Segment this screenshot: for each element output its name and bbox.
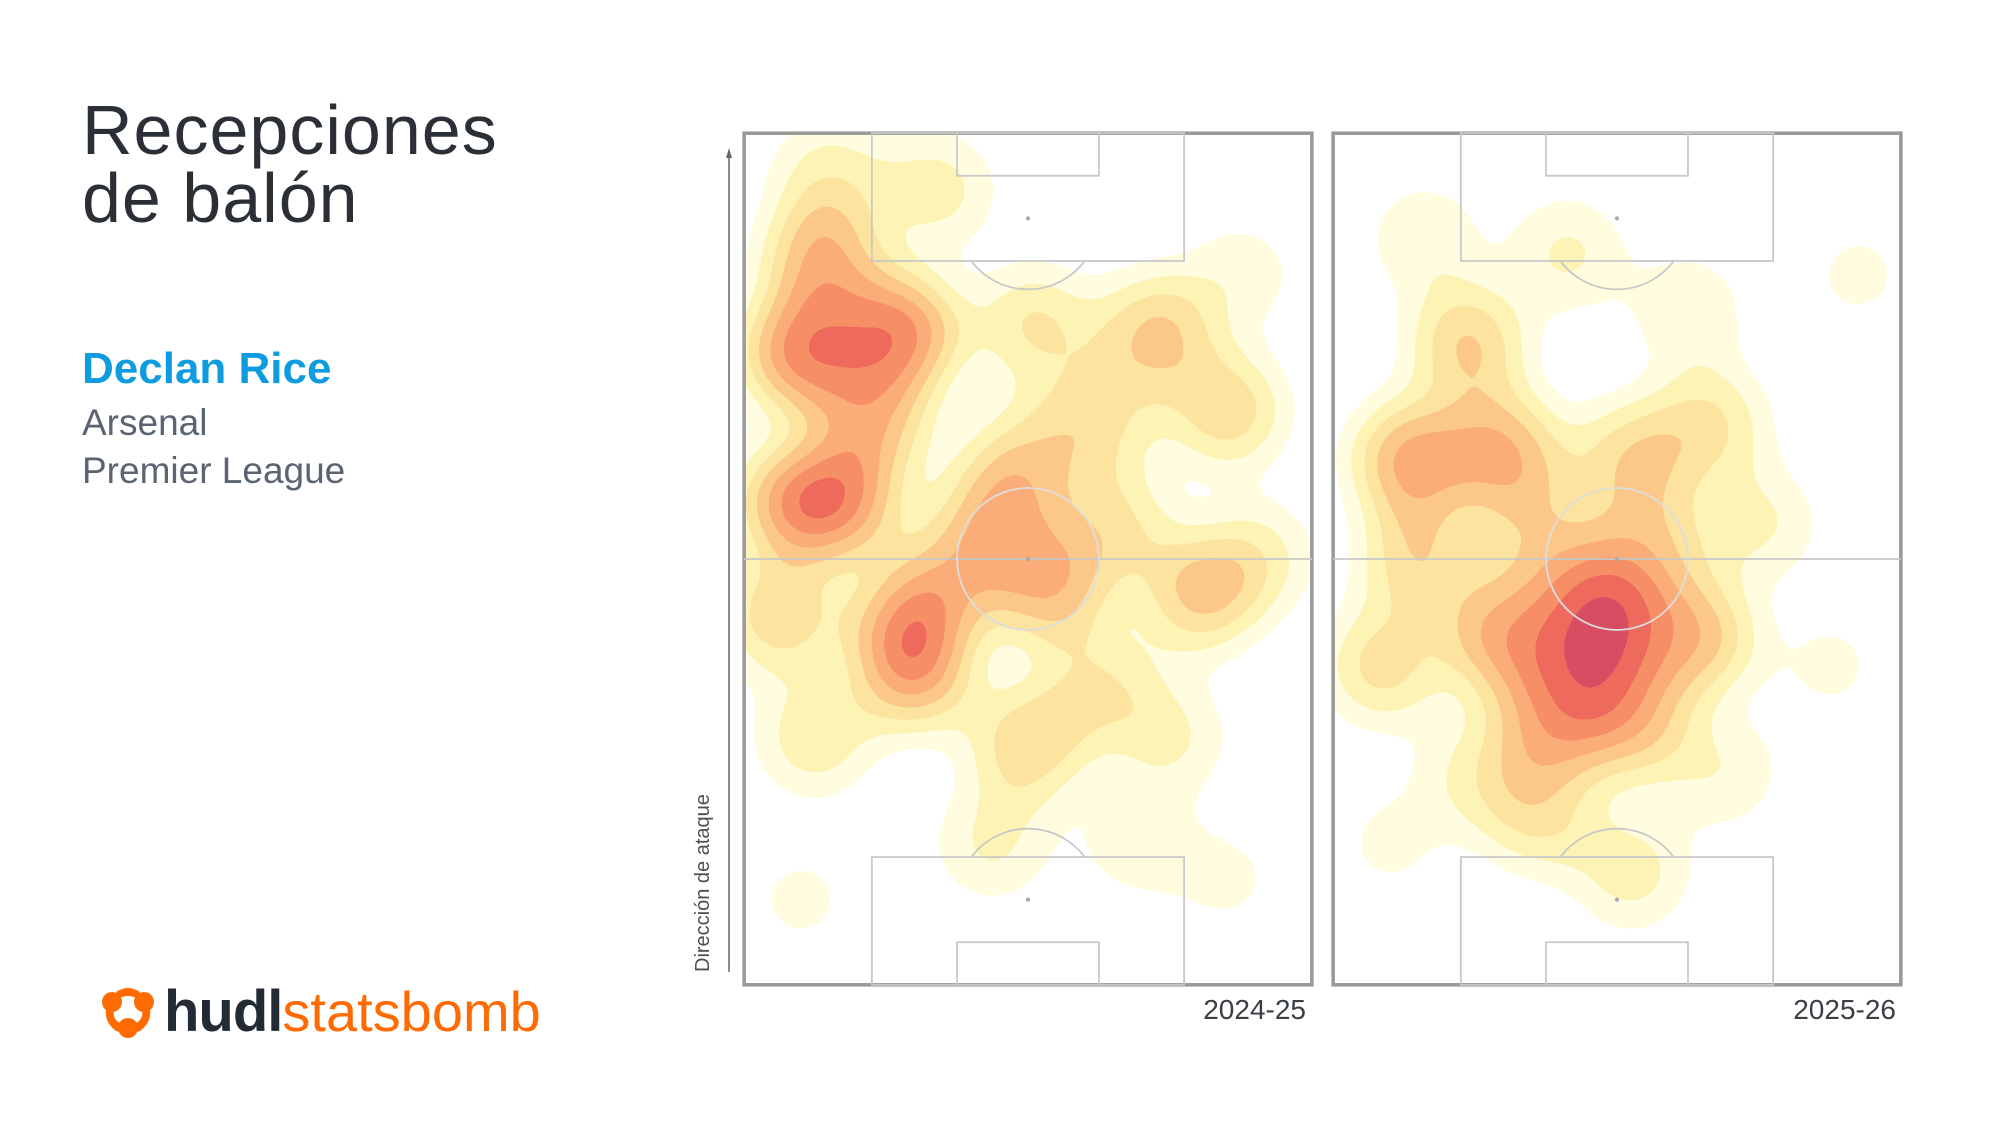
- pitch-spot: [1614, 897, 1620, 902]
- heatmap-hotspot: [1705, 470, 1813, 577]
- heatmap-pitch-2025-26: [1331, 131, 1903, 987]
- attack-direction-arrow: [726, 148, 732, 972]
- heatmap-hotspot: [939, 789, 1046, 897]
- penalty-arc-top: [1559, 260, 1675, 291]
- penalty-arc-bottom: [970, 827, 1086, 858]
- six-yard-box-top: [956, 132, 1100, 177]
- competition-name: Premier League: [82, 450, 346, 491]
- six-yard-box-top: [1545, 132, 1689, 177]
- heatmap-hotspot: [1641, 583, 1749, 691]
- heatmap-hotspot: [1116, 683, 1224, 790]
- six-yard-box-bottom: [956, 941, 1100, 986]
- heatmap-layer: [742, 130, 1309, 953]
- pitch-spot: [1614, 556, 1620, 562]
- heatmap-hotspot: [1776, 612, 1884, 719]
- heatmap-hotspot: [790, 449, 897, 556]
- heatmap-hotspot: [747, 846, 855, 953]
- penalty-arc-top: [970, 260, 1086, 291]
- heatmap-hotspot: [1336, 789, 1444, 897]
- heatmap-hotspot: [1450, 399, 1557, 506]
- heatmap-hotspot: [1045, 363, 1153, 471]
- heatmap-hotspot: [818, 363, 926, 471]
- hudl-logo-icon: [102, 987, 154, 1038]
- season-label-2024-25: 2024-25: [1203, 994, 1306, 1025]
- heatmap-hotspot: [882, 136, 989, 244]
- heatmap-hotspot: [974, 690, 1082, 797]
- heatmap-hotspot: [1081, 789, 1188, 897]
- heatmap-hotspot: [1102, 278, 1209, 386]
- penalty-arc-bottom: [1559, 827, 1675, 858]
- team-name: Arsenal: [82, 402, 208, 443]
- season-label-2025-26: 2025-26: [1793, 994, 1896, 1025]
- heatmap-hotspot: [1670, 718, 1777, 826]
- heatmap-pitch-2024-25: [742, 130, 1314, 987]
- pitch-spot: [1025, 556, 1031, 562]
- hudl-statsbomb-logo: hudl statsbomb: [100, 978, 541, 1045]
- heatmap-layer: [1331, 186, 1903, 925]
- heatmap-hotspot: [1514, 200, 1621, 308]
- heatmap-hotspot: [1173, 356, 1280, 464]
- heatmap-hotspot: [1499, 669, 1607, 776]
- heatmap-hotspot: [1577, 818, 1685, 925]
- heatmap-hotspot: [1656, 370, 1763, 478]
- center-circle: [956, 487, 1100, 631]
- heatmap-hotspot: [747, 299, 855, 407]
- attack-direction-label: Dirección de ataque: [692, 794, 714, 972]
- pitch-spot: [1025, 216, 1031, 221]
- heatmap-hotspot: [1173, 825, 1280, 932]
- title-line-2: de balón: [82, 159, 359, 237]
- heatmap-hotspot: [1357, 406, 1465, 513]
- heatmap-hotspot: [1634, 257, 1742, 364]
- heatmap-hotspot: [1414, 292, 1522, 400]
- heatmap-hotspot: [1372, 186, 1479, 293]
- heatmap-hotspot: [981, 271, 1089, 379]
- heatmap-hotspot: [861, 619, 968, 726]
- pitch-spot: [1614, 216, 1620, 221]
- title-line-1: Recepciones: [82, 91, 498, 169]
- heatmap-hotspot: [1805, 221, 1903, 329]
- heatmap-hotspot: [1421, 718, 1529, 826]
- player-name: Declan Rice: [82, 344, 332, 393]
- logo-text-hudl: hudl: [164, 979, 283, 1044]
- heatmap-hotspot: [903, 519, 1011, 627]
- heatmap-hotspot: [1599, 491, 1706, 599]
- heatmap-hotspot: [1331, 612, 1437, 719]
- page-title: Recepciones de balón: [82, 91, 498, 237]
- heatmap-hotspot: [768, 207, 876, 315]
- heatmap-hotspot: [742, 562, 833, 669]
- heatmap-hotspot: [847, 278, 954, 386]
- pitch-lines: [742, 131, 1314, 987]
- heatmap-hotspot: [1577, 669, 1685, 776]
- logo-text-statsbomb: statsbomb: [282, 980, 541, 1043]
- center-circle: [1545, 487, 1689, 631]
- six-yard-box-bottom: [1545, 941, 1689, 986]
- heatmap-hotspot: [1450, 583, 1557, 691]
- heatmap-hotspot: [776, 130, 883, 229]
- heatmap-hotspot: [761, 683, 869, 790]
- heatmap-hotspot: [1187, 221, 1295, 329]
- pitch-lines: [1331, 131, 1903, 987]
- heatmap-hotspot: [1059, 470, 1167, 577]
- pitch-spot: [1025, 897, 1031, 902]
